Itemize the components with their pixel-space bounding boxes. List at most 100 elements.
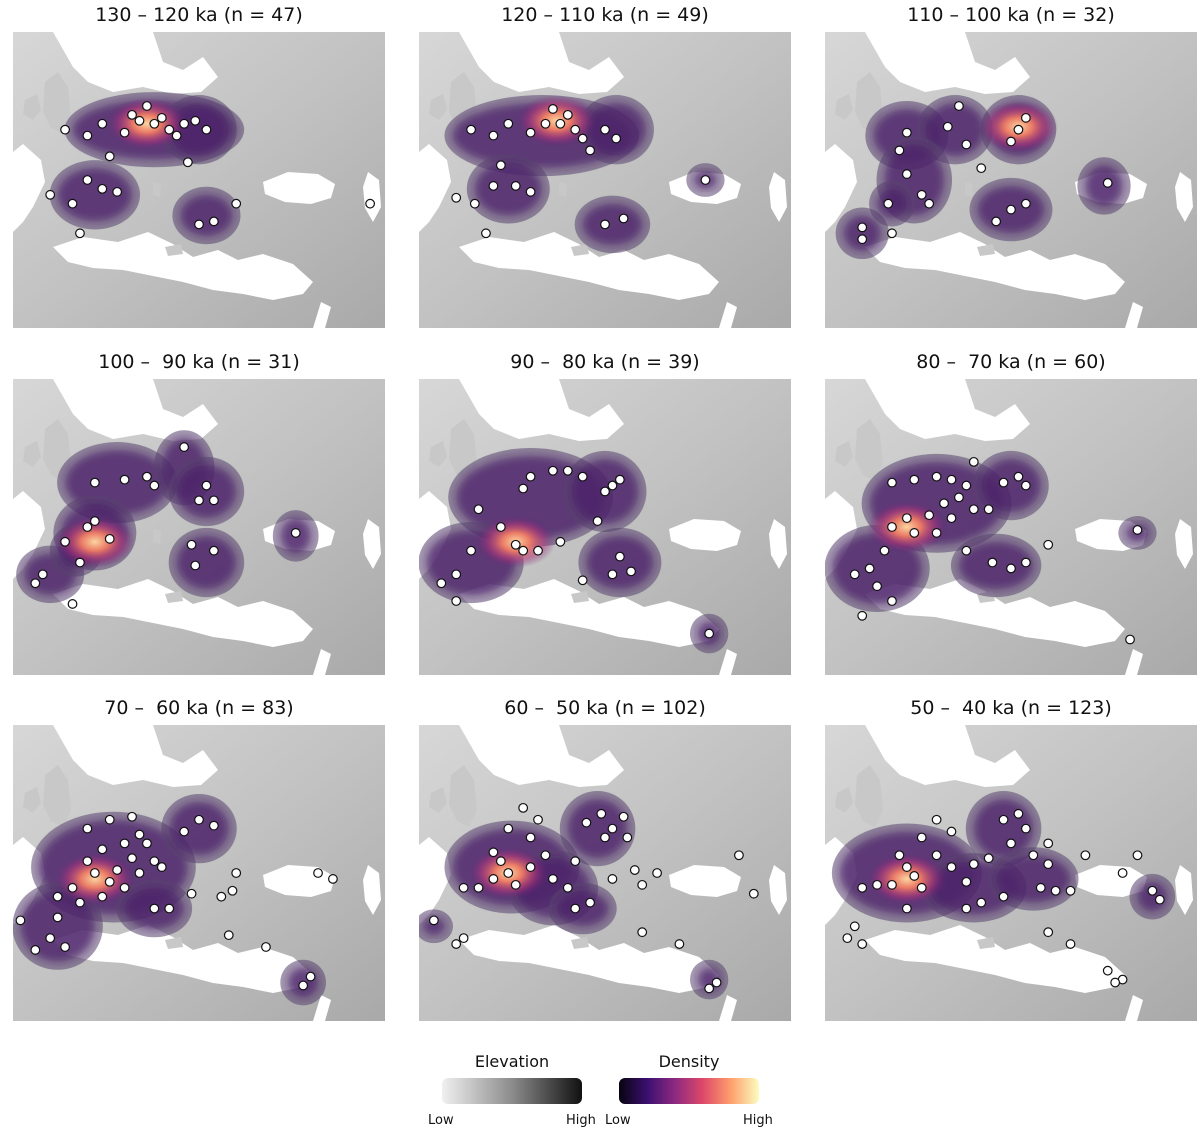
site-point (1043, 539, 1054, 550)
density-contour (176, 464, 237, 519)
site-point (149, 856, 160, 867)
site-point (1006, 563, 1016, 574)
sea (53, 579, 313, 647)
site-point (488, 847, 499, 858)
site-point (75, 557, 85, 568)
site-point (82, 175, 93, 185)
site-point (231, 198, 242, 209)
density-color-bar (619, 1078, 759, 1104)
site-point (600, 832, 610, 843)
sea (459, 925, 719, 993)
sea (1125, 649, 1143, 675)
site-point (525, 862, 536, 872)
site-point (540, 118, 551, 129)
sea (719, 649, 737, 675)
panel-title: 110 – 100 ka (n = 32) (907, 4, 1115, 26)
site-point (548, 874, 558, 884)
site-point (652, 868, 662, 878)
site-point (119, 474, 130, 485)
site-point (328, 874, 338, 884)
site-point (1020, 198, 1031, 209)
sea (865, 925, 1125, 993)
sea (313, 302, 331, 328)
sea (459, 579, 719, 647)
site-point (864, 563, 875, 574)
site-point (60, 942, 70, 952)
site-point (1043, 859, 1054, 870)
site-point (481, 228, 491, 239)
site-point (89, 516, 100, 526)
site-point (674, 939, 685, 949)
site-point (458, 933, 469, 944)
sea (419, 837, 451, 925)
site-point (518, 802, 529, 813)
density-contour (422, 917, 446, 936)
site-point (75, 228, 85, 239)
density-contour (981, 458, 1041, 513)
site-point (704, 983, 715, 994)
sea (459, 725, 624, 787)
sea (263, 172, 335, 204)
site-point (89, 868, 100, 878)
site-point (194, 495, 204, 506)
site-point (872, 581, 882, 592)
site-point (998, 891, 1009, 902)
site-point (97, 118, 108, 129)
site-point (961, 139, 972, 150)
site-point (600, 486, 610, 497)
site-point (849, 569, 860, 580)
elevation-legend-title: Elevation (474, 1052, 550, 1071)
panel-title: 80 – 70 ka (n = 60) (916, 351, 1106, 373)
sea (865, 232, 1125, 300)
site-point (901, 862, 912, 872)
site-point (182, 157, 193, 168)
site-point (45, 189, 56, 200)
site-point (976, 897, 987, 908)
site-point (1028, 850, 1039, 861)
site-point (618, 213, 629, 224)
site-point (119, 882, 130, 893)
site-point (186, 539, 197, 550)
site-point (60, 536, 70, 547)
site-point (857, 222, 868, 233)
site-point (15, 915, 26, 926)
site-point (194, 219, 204, 230)
site-point (1020, 480, 1031, 491)
site-point (562, 109, 573, 120)
site-point (570, 856, 581, 867)
site-point (1013, 471, 1024, 482)
site-point (901, 127, 912, 138)
site-point (179, 442, 190, 452)
sea (13, 491, 45, 579)
site-point (961, 545, 972, 556)
site-point (614, 474, 625, 485)
site-point (1080, 850, 1091, 861)
site-point (857, 610, 868, 621)
site-point (909, 474, 920, 485)
site-point (611, 133, 622, 144)
sea (53, 32, 218, 94)
site-point (466, 124, 476, 135)
site-point (931, 814, 942, 825)
density-peak (866, 501, 947, 553)
site-point (961, 480, 972, 491)
site-point (164, 124, 175, 135)
density-map (13, 379, 385, 675)
site-point (510, 879, 521, 890)
site-point (607, 480, 618, 491)
density-contour (20, 890, 95, 962)
density-contour (57, 168, 133, 222)
site-point (451, 569, 462, 580)
site-point (298, 980, 309, 991)
panel-title: 90 – 80 ka (n = 39) (510, 351, 700, 373)
site-point (261, 942, 271, 952)
island (559, 182, 567, 197)
site-point (1125, 634, 1135, 645)
elevation-color-bar (442, 1078, 582, 1104)
island (977, 937, 995, 949)
island (835, 787, 853, 813)
site-point (585, 897, 596, 908)
site-point (495, 160, 506, 171)
site-point (112, 186, 123, 197)
site-point (1132, 525, 1143, 535)
